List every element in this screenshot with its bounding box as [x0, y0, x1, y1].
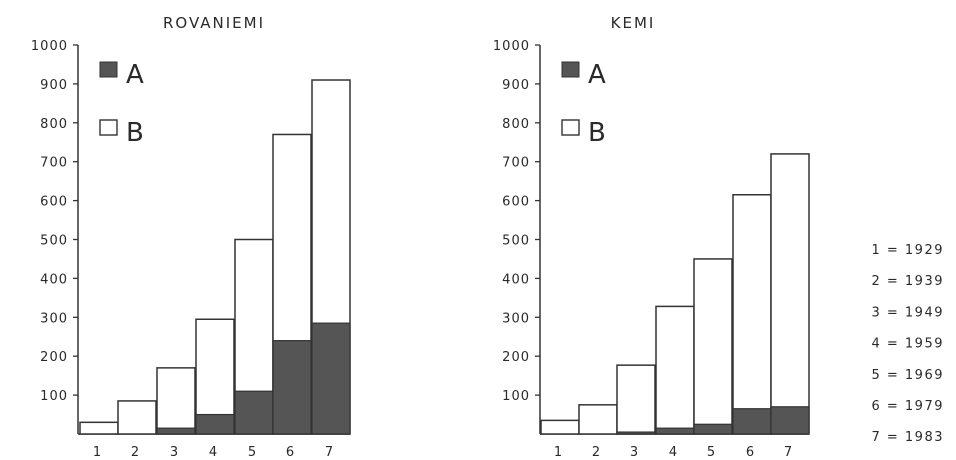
bar-b-4	[655, 305, 695, 435]
legend-label-b: B	[126, 118, 144, 148]
y-tick-label: 600	[502, 195, 530, 210]
bar-a-4	[655, 427, 695, 435]
legend-label-b: B	[588, 118, 606, 148]
year-key-item: 4 = 1959	[871, 337, 944, 352]
year-key-item: 5 = 1969	[871, 368, 944, 383]
bar-b-6	[732, 194, 772, 435]
x-tick-label: 2	[131, 445, 139, 460]
bar-b-3	[156, 367, 196, 435]
x-tick-label: 7	[784, 445, 792, 460]
bar-a-5	[693, 423, 733, 435]
y-tick-label: 300	[502, 311, 530, 326]
bar-a-5	[234, 390, 274, 435]
bar-a-6	[732, 408, 772, 435]
bar-a-6	[272, 340, 312, 435]
bar-a-4	[195, 413, 235, 435]
y-tick-label: 500	[40, 234, 68, 249]
y-tick-label: 400	[502, 272, 530, 287]
x-tick-label: 4	[209, 445, 217, 460]
x-tick-label: 7	[325, 445, 333, 460]
y-tick-label: 200	[40, 350, 68, 365]
legend-label-a: A	[588, 60, 606, 90]
y-tick-label: 300	[40, 311, 68, 326]
y-tick-label: 100	[40, 389, 68, 404]
y-tick-label: 100	[502, 389, 530, 404]
y-tick-label: 700	[40, 156, 68, 171]
legend-swatch-b	[561, 119, 580, 136]
x-tick-label: 2	[592, 445, 600, 460]
y-tick-label: 1000	[31, 39, 68, 54]
y-tick-label: 1000	[493, 39, 530, 54]
y-tick-label: 800	[502, 117, 530, 132]
bar-b-3	[616, 364, 656, 435]
year-key-item: 2 = 1939	[871, 274, 944, 289]
year-key-item: 1 = 1929	[871, 243, 944, 258]
bar-a-7	[311, 322, 351, 435]
legend-swatch-a	[99, 61, 118, 78]
bar-a-3	[616, 431, 656, 435]
bar-b-1	[79, 421, 119, 435]
legend-swatch-a	[561, 61, 580, 78]
x-tick-label: 6	[746, 445, 754, 460]
x-tick-label: 4	[669, 445, 677, 460]
x-tick-label: 5	[248, 445, 256, 460]
bar-b-5	[693, 258, 733, 435]
x-tick-label: 1	[93, 445, 101, 460]
chart-title-2: KEMI	[611, 14, 656, 32]
x-tick-label: 3	[170, 445, 178, 460]
year-key-item: 7 = 1983	[871, 430, 944, 445]
bar-b-2	[117, 400, 157, 435]
y-tick-label: 400	[40, 272, 68, 287]
legend-swatch-b	[99, 119, 118, 136]
y-tick-label: 800	[40, 117, 68, 132]
y-tick-label: 500	[502, 234, 530, 249]
bar-b-7	[770, 153, 810, 435]
x-tick-label: 5	[707, 445, 715, 460]
legend-label-a: A	[126, 60, 144, 90]
y-tick-label: 200	[502, 350, 530, 365]
bar-b-1	[540, 419, 580, 435]
y-tick-label: 600	[40, 195, 68, 210]
year-key-item: 6 = 1979	[871, 399, 944, 414]
bar-a-7	[770, 406, 810, 435]
chart-title-1: ROVANIEMI	[163, 14, 265, 32]
y-tick-label: 900	[40, 78, 68, 93]
year-key-item: 3 = 1949	[871, 305, 944, 320]
x-tick-label: 6	[286, 445, 294, 460]
y-tick-label: 900	[502, 78, 530, 93]
bar-b-2	[578, 404, 618, 435]
bar-a-3	[156, 427, 196, 435]
x-tick-label: 3	[630, 445, 638, 460]
x-tick-label: 1	[554, 445, 562, 460]
y-tick-label: 700	[502, 156, 530, 171]
